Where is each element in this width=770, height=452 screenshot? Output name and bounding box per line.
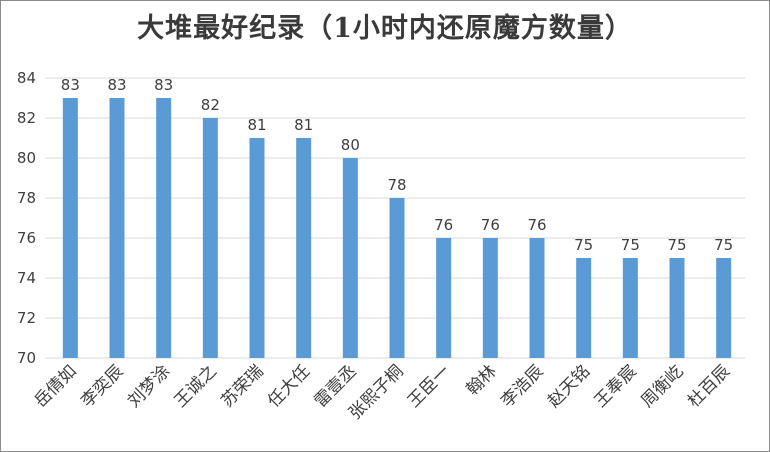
y-tick-label: 80 [17, 149, 36, 167]
y-tick-label: 78 [17, 189, 36, 207]
data-label: 80 [341, 136, 360, 154]
data-label: 75 [667, 236, 686, 254]
bar [202, 118, 218, 358]
y-tick-label: 82 [17, 109, 36, 127]
data-label: 81 [247, 116, 266, 134]
bar [296, 138, 312, 358]
bar [342, 158, 358, 358]
bars [62, 98, 732, 358]
bar [669, 258, 685, 358]
data-label: 76 [481, 216, 500, 234]
x-category-label: 苏荣瑞 [217, 361, 267, 411]
x-category-label: 任大任 [264, 361, 314, 411]
bar [576, 258, 592, 358]
data-label: 83 [154, 76, 173, 94]
data-label: 78 [387, 176, 406, 194]
y-tick-label: 72 [17, 309, 36, 327]
data-label: 82 [201, 96, 220, 114]
y-tick-label: 84 [17, 69, 36, 87]
bar [249, 138, 265, 358]
bar [436, 238, 452, 358]
data-label: 83 [61, 76, 80, 94]
data-label: 75 [574, 236, 593, 254]
chart-title: 大堆最好纪录（1小时内还原魔方数量） [137, 13, 633, 44]
x-category-label: 杜百辰 [684, 361, 734, 411]
bar [109, 98, 125, 358]
data-label: 76 [434, 216, 453, 234]
data-label: 81 [294, 116, 313, 134]
data-labels: 83 83 83 82 81 81 80 78 76 76 76 75 75 75 75 [61, 76, 733, 254]
data-label: 75 [621, 236, 640, 254]
y-tick-label: 70 [17, 349, 36, 367]
x-category-label: 王臣一 [404, 361, 454, 411]
bar [622, 258, 638, 358]
bar [62, 98, 78, 358]
bar [529, 238, 545, 358]
x-category-label: 周衡屹 [637, 361, 687, 411]
bar [156, 98, 172, 358]
x-category-label: 赵天铭 [544, 361, 594, 411]
x-category-label: 李奕辰 [77, 361, 127, 411]
x-category-label: 王奉宸 [591, 361, 641, 411]
data-label: 83 [107, 76, 126, 94]
bar [389, 198, 405, 358]
x-category-label: 岳倩如 [31, 361, 81, 411]
data-label: 75 [714, 236, 733, 254]
x-category-label: 刘梦涂 [124, 361, 174, 411]
bar [482, 238, 498, 358]
y-tick-label: 74 [17, 269, 36, 287]
data-label: 76 [527, 216, 546, 234]
y-tick-label: 76 [17, 229, 36, 247]
x-category-label: 李浩辰 [497, 361, 547, 411]
y-axis-ticks: 70 72 74 76 78 80 82 84 [17, 69, 36, 367]
x-category-label: 翰林 [463, 361, 501, 399]
bar [716, 258, 732, 358]
x-category-label: 王诚之 [171, 361, 221, 411]
